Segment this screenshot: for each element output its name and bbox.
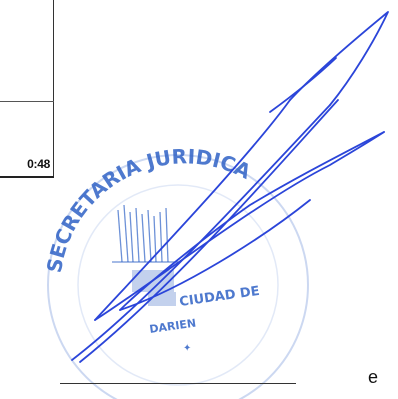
- seal-small-mark: ✦: [183, 343, 191, 354]
- page-corner-letter: e: [368, 367, 379, 387]
- table-fragment: [0, 0, 55, 178]
- seal-middle-line-2: DARIEN: [149, 317, 197, 336]
- time-cell-value: 0:48: [27, 157, 50, 171]
- table-right-border: [53, 0, 54, 176]
- seal-emblem: [112, 204, 178, 263]
- seal-middle-line-1: CIUDAD DE: [178, 284, 260, 310]
- seal-arc-text: SECRETARIA JURIDICA: [42, 144, 255, 274]
- handwritten-signature: [71, 11, 389, 363]
- table-row-divider: [0, 101, 54, 102]
- table-bottom-border: [0, 176, 54, 178]
- seal-arc-textpath: SECRETARIA JURIDICA: [42, 144, 255, 274]
- signature-line: [60, 383, 296, 384]
